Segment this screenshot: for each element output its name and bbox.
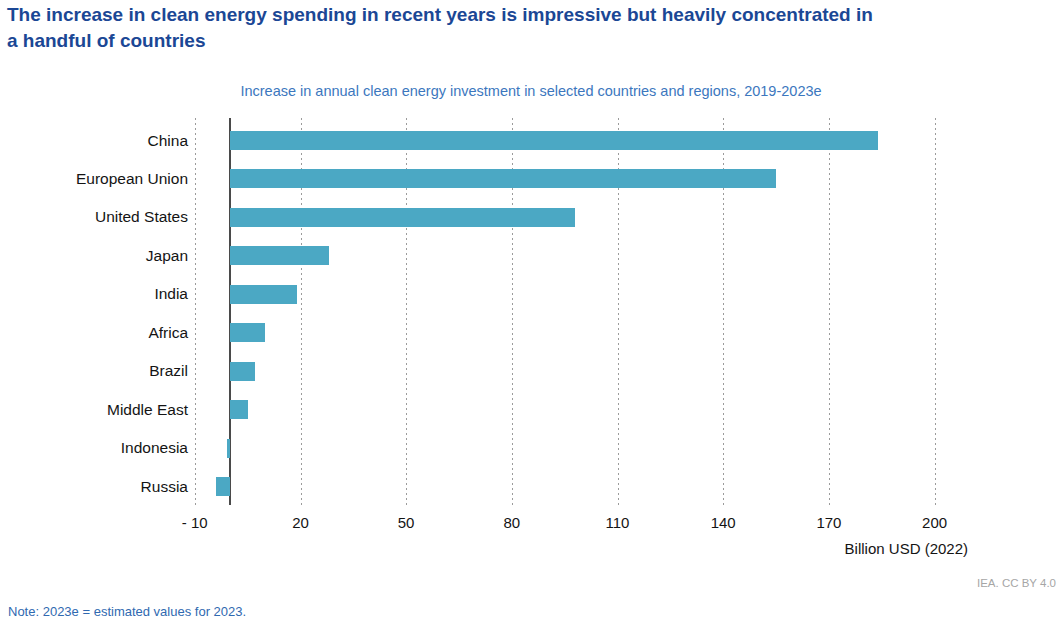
x-tick-label-200: 200 [922,514,947,531]
x-axis-label: Billion USD (2022) [0,540,968,557]
category-label-united-states: United States [0,207,188,227]
footnote: Note: 2023e = estimated values for 2023. [8,604,708,619]
gridline-170 [829,118,830,505]
x-tick-label-50: 50 [398,514,415,531]
category-label-brazil: Brazil [0,361,188,381]
gridline-200 [935,118,936,505]
category-label-european-union: European Union [0,169,188,189]
x-tick-label--10: - 10 [182,514,208,531]
category-label-indonesia: Indonesia [0,438,188,458]
attribution-label: IEA. CC BY 4.0 [0,577,1056,589]
plot-area: - 10 20 50 80 110 140 170 200 China European Unio… [0,0,1062,624]
x-tick-label-170: 170 [816,514,841,531]
category-label-india: India [0,284,188,304]
bar-indonesia [227,439,231,458]
category-label-japan: Japan [0,246,188,266]
category-label-russia: Russia [0,477,188,497]
bar-brazil [230,362,255,381]
category-label-middle-east: Middle East [0,400,188,420]
category-label-africa: Africa [0,323,188,343]
x-tick-label-20: 20 [292,514,309,531]
x-tick-label-110: 110 [606,514,630,531]
bar-russia [216,477,230,496]
report-page: The increase in clean energy spending in… [0,0,1062,624]
x-tick-label-140: 140 [711,514,736,531]
bar-africa [230,323,265,342]
x-tick-label-80: 80 [503,514,520,531]
category-label-china: China [0,131,188,151]
bar-japan [230,246,329,265]
bar-middle-east [230,400,248,419]
bar-india [230,285,297,304]
bar-european-union [230,169,776,188]
bar-united-states [230,208,575,227]
bar-china [230,131,878,150]
gridline--10 [195,118,196,505]
